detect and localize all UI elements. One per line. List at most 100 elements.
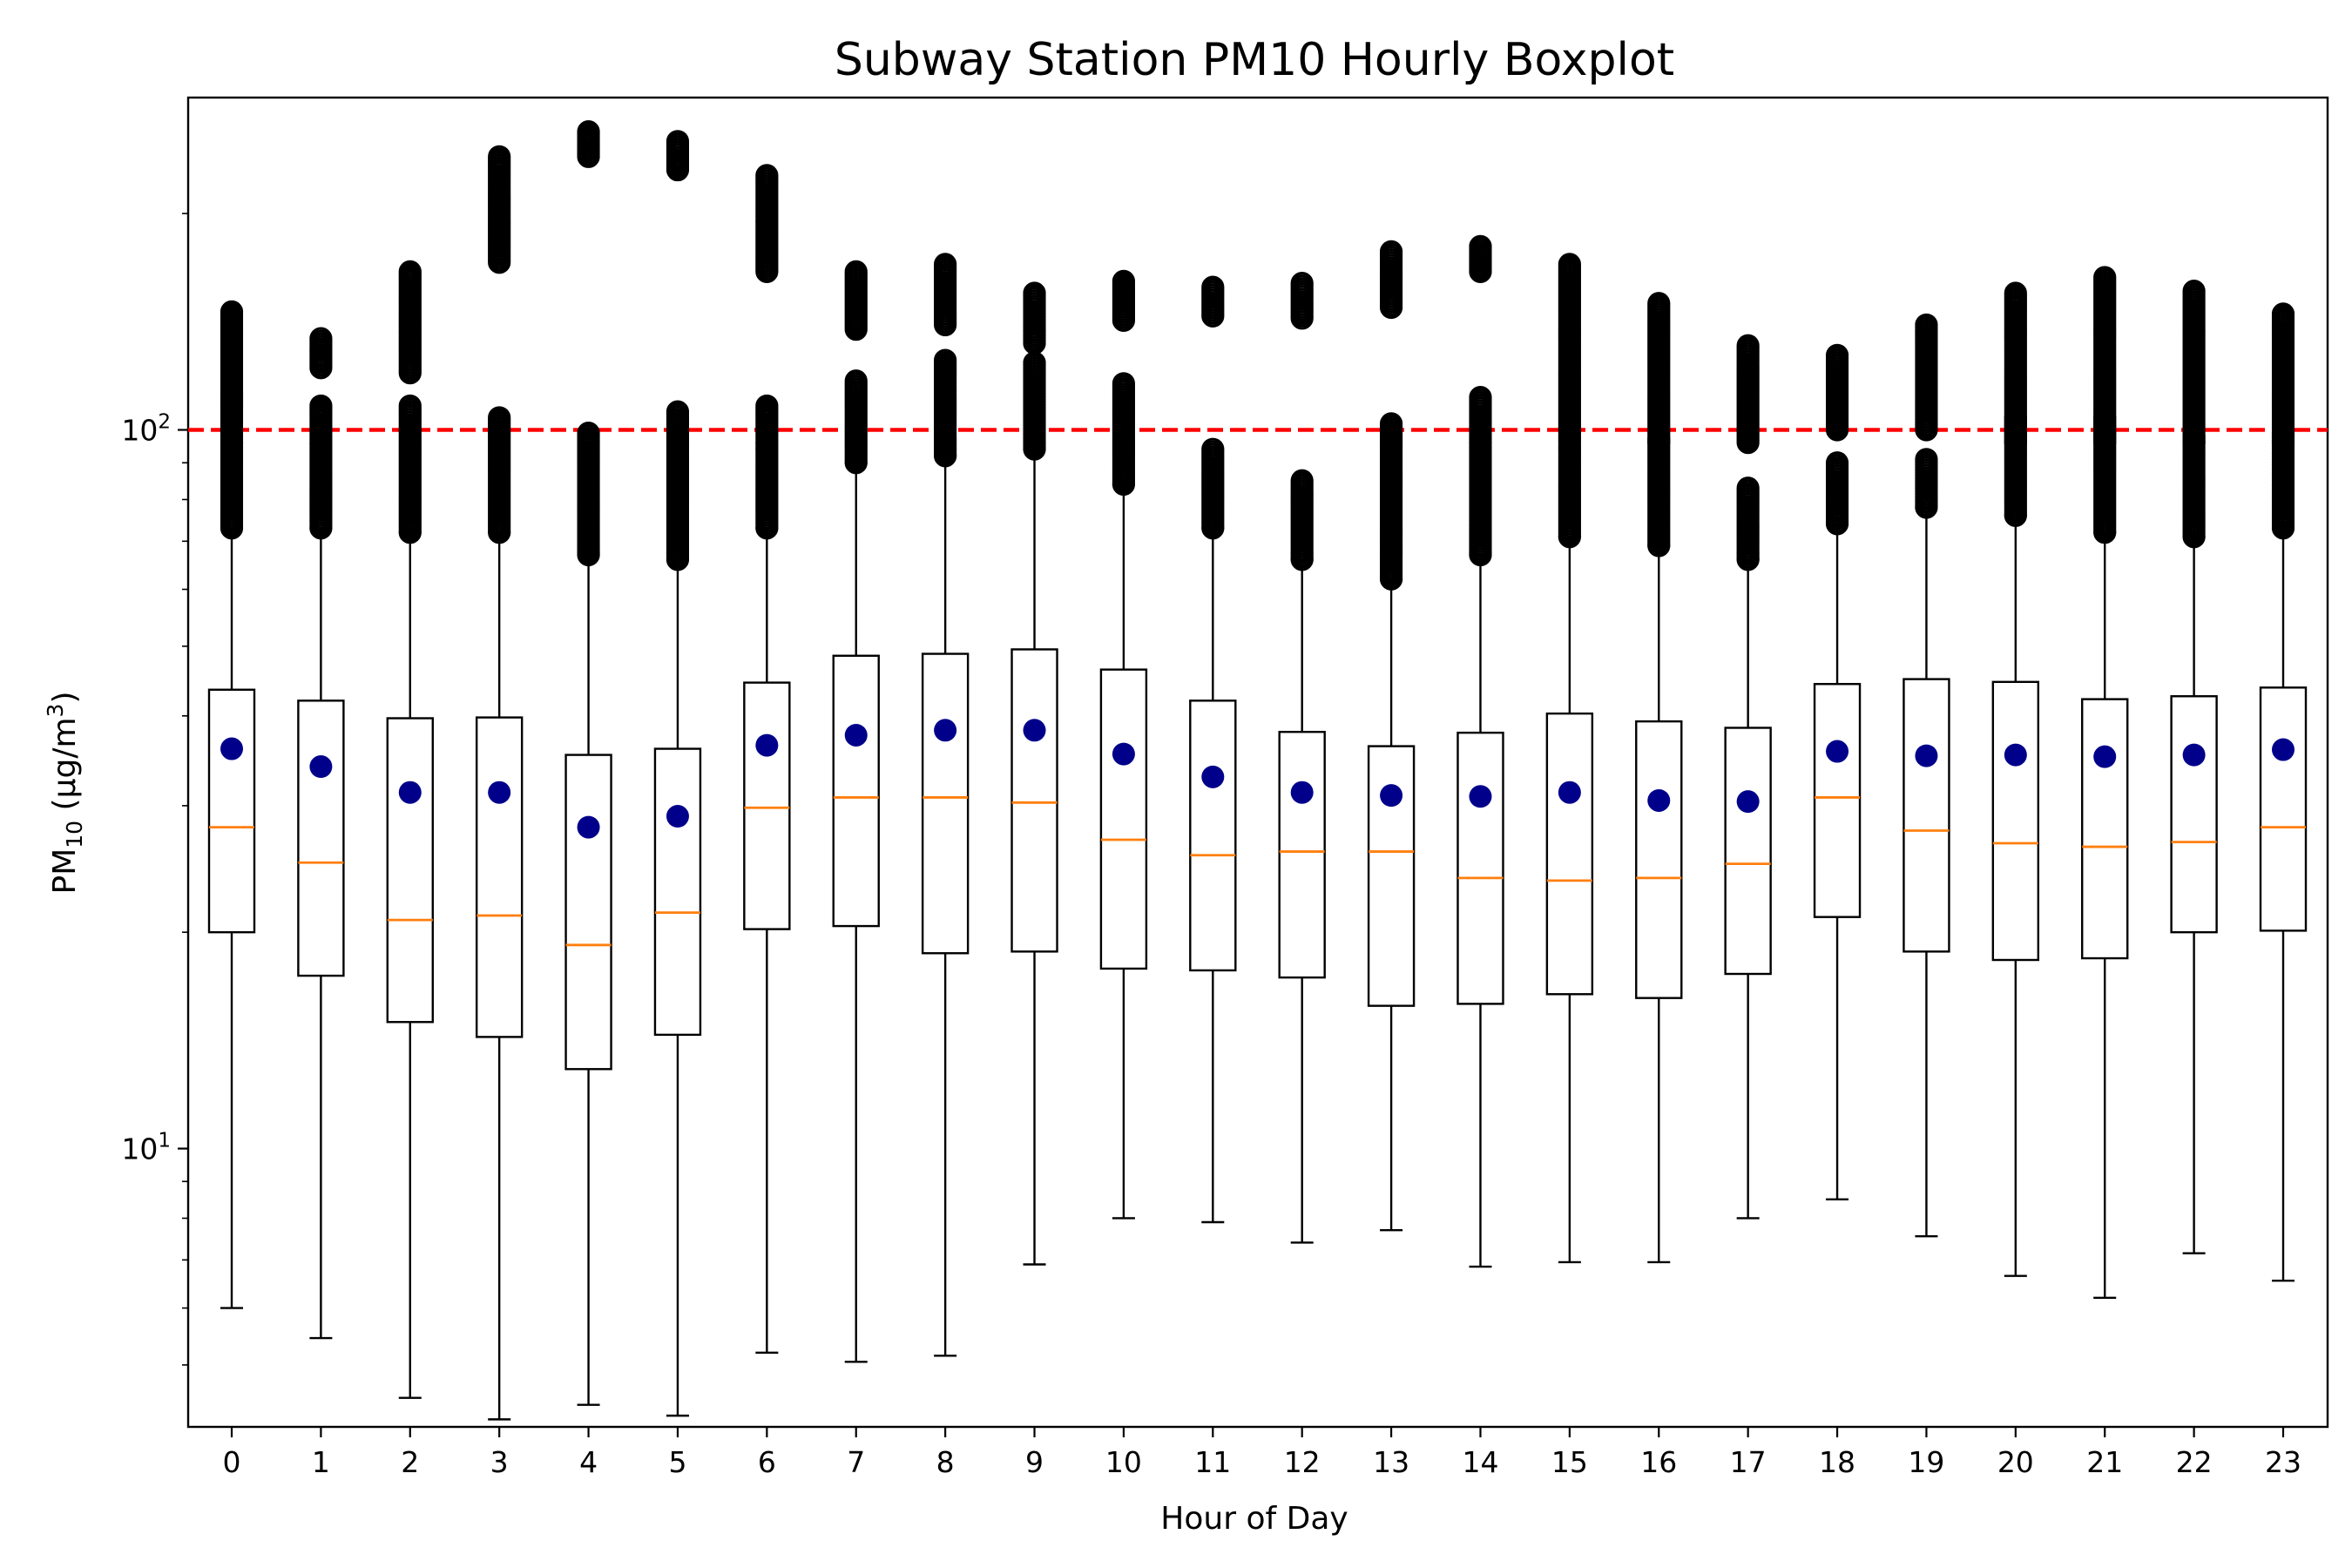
chart-title: Subway Station PM10 Hourly Boxplot xyxy=(835,34,1674,86)
flier-point-high xyxy=(309,327,333,350)
x-tick-label: 16 xyxy=(1640,1445,1677,1479)
x-tick-label: 2 xyxy=(401,1445,419,1479)
mean-marker xyxy=(1380,784,1403,808)
x-tick-label: 22 xyxy=(2176,1445,2213,1479)
x-tick-label: 1 xyxy=(312,1445,330,1479)
fliers-hour-6 xyxy=(755,164,779,540)
y-tick-label: 102 xyxy=(121,410,171,447)
flier-point-high xyxy=(2093,266,2117,289)
fliers-hour-4 xyxy=(577,120,600,567)
iqr-box xyxy=(1724,727,1772,976)
y-tick-base: 10 xyxy=(121,413,158,447)
flier-point-high xyxy=(1469,234,1492,258)
box-hour-10 xyxy=(1099,483,1148,1220)
flier-point-high xyxy=(1736,334,1760,357)
mean-marker xyxy=(1023,719,1046,742)
x-tick-label: 12 xyxy=(1284,1445,1321,1479)
plot-area-frame xyxy=(186,96,2329,1429)
fliers-hour-11 xyxy=(1201,275,1225,540)
flier-point-low xyxy=(1825,451,1849,475)
y-axis-label: PM10 (μg/m3) xyxy=(43,692,87,895)
flier-point-high xyxy=(844,260,868,283)
box-hour-21 xyxy=(2081,531,2129,1300)
mean-marker xyxy=(755,733,779,757)
x-tick-label: 14 xyxy=(1462,1445,1498,1479)
mean-marker xyxy=(220,737,243,760)
box-hour-7 xyxy=(832,462,880,1363)
x-tick-label: 7 xyxy=(847,1445,865,1479)
box-hour-6 xyxy=(743,527,791,1355)
iqr-box xyxy=(564,754,612,1071)
box-hour-5 xyxy=(653,558,702,1417)
x-axis-label: Hour of Day xyxy=(1160,1501,1348,1537)
box-hour-14 xyxy=(1456,553,1504,1268)
box-hour-12 xyxy=(1278,558,1326,1244)
box-hour-2 xyxy=(386,531,434,1399)
x-tick-label: 5 xyxy=(668,1445,686,1479)
flier-point-low xyxy=(488,406,511,429)
box-hour-9 xyxy=(1010,448,1058,1266)
box-hour-20 xyxy=(1991,514,2040,1277)
flier-point-high xyxy=(1112,269,1136,293)
box-hour-18 xyxy=(1813,523,1862,1200)
x-tick-label: 23 xyxy=(2265,1445,2301,1479)
iqr-box xyxy=(475,716,524,1038)
flier-point-high xyxy=(1647,292,1671,315)
mean-marker xyxy=(1826,740,1849,763)
fliers-hour-16 xyxy=(1647,292,1671,558)
x-tick-label: 19 xyxy=(1908,1445,1944,1479)
fliers-hour-23 xyxy=(2271,302,2295,540)
flier-point-high xyxy=(1290,271,1314,295)
flier-point-low xyxy=(1290,469,1314,492)
mean-marker xyxy=(2093,745,2117,768)
iqr-box xyxy=(1099,668,1148,970)
fliers-hour-18 xyxy=(1825,343,1849,536)
flier-point-high xyxy=(934,253,957,276)
iqr-box xyxy=(1010,648,1058,953)
flier-point-high xyxy=(2182,280,2206,303)
box-hour-19 xyxy=(1903,506,1950,1238)
iqr-box xyxy=(832,654,880,928)
flier-point-high xyxy=(1825,343,1849,367)
flier-point-high xyxy=(1558,253,1581,276)
flier-point-low xyxy=(1469,386,1492,409)
iqr-box xyxy=(1635,720,1683,999)
y-tick-exponent: 1 xyxy=(158,1130,171,1152)
box-hour-22 xyxy=(2170,536,2218,1254)
iqr-box xyxy=(386,717,434,1024)
mean-marker xyxy=(1469,785,1492,808)
box-hour-23 xyxy=(2259,527,2308,1282)
mean-marker xyxy=(488,781,511,804)
iqr-box xyxy=(921,652,970,955)
x-tick-label: 10 xyxy=(1105,1445,1142,1479)
mean-marker xyxy=(398,781,422,804)
x-tick-label: 18 xyxy=(1819,1445,1855,1479)
mean-marker xyxy=(2182,743,2206,767)
x-tick-label: 21 xyxy=(2086,1445,2123,1479)
fliers-hour-2 xyxy=(398,260,422,544)
mean-marker xyxy=(666,805,689,828)
flier-point-high xyxy=(577,120,600,144)
flier-point-low xyxy=(755,394,779,418)
iqr-box xyxy=(207,688,256,934)
flier-point-high xyxy=(1379,240,1403,264)
flier-point-low xyxy=(309,394,333,418)
x-tick-label: 11 xyxy=(1194,1445,1231,1479)
mean-marker xyxy=(844,723,868,747)
x-tick-label: 20 xyxy=(1997,1445,2034,1479)
fliers-hour-20 xyxy=(2004,281,2027,527)
flier-point-low xyxy=(1112,372,1136,395)
flier-point-high xyxy=(1201,275,1225,299)
iqr-box xyxy=(2259,686,2308,932)
iqr-box xyxy=(1545,712,1594,996)
flier-point-high xyxy=(1023,281,1046,305)
flier-point-low xyxy=(1915,448,1938,471)
iqr-box xyxy=(2081,698,2129,960)
iqr-box xyxy=(1991,680,2040,962)
mean-marker xyxy=(1112,742,1135,766)
flier-point-high xyxy=(666,130,690,153)
y-label-superscript: 3 xyxy=(43,704,68,718)
flier-point-low xyxy=(666,400,690,423)
box-hour-4 xyxy=(564,553,612,1406)
y-tick-base: 10 xyxy=(121,1132,158,1166)
